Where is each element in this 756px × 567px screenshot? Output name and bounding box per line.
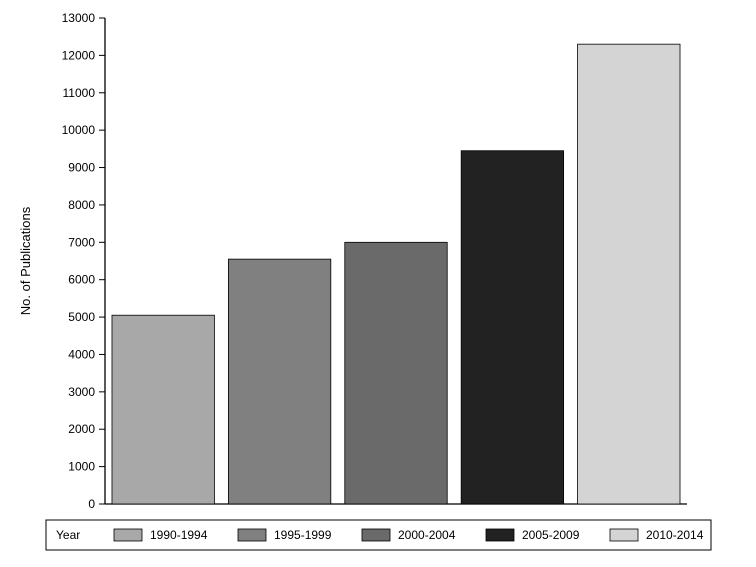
y-tick-label: 5000 [68,310,95,324]
legend-item-label: 2010-2014 [646,528,704,542]
bar [112,315,214,504]
legend-swatch [486,529,514,541]
y-tick-label: 3000 [68,385,95,399]
legend-item-label: 1990-1994 [150,528,208,542]
y-tick-label: 4000 [68,347,95,361]
legend-swatch [114,529,142,541]
y-tick-label: 2000 [68,422,95,436]
y-tick-label: 12000 [62,48,96,62]
legend-item-label: 1995-1999 [274,528,332,542]
legend-item-label: 2000-2004 [398,528,456,542]
y-tick-label: 1000 [68,460,95,474]
y-tick-label: 13000 [62,11,96,25]
y-tick-label: 11000 [63,86,96,100]
chart-svg: 0 1000 2000 3000 4000 5000 6000 7000 8000 9000 100… [0,0,756,567]
y-axis-label: No. of Publications [18,206,33,315]
y-tick-label: 10000 [62,123,96,137]
y-tick-label: 7000 [68,235,95,249]
y-tick-label: 8000 [68,198,95,212]
bar [461,151,563,504]
bar [228,259,330,504]
legend-swatch [362,529,390,541]
y-tick-label: 9000 [68,161,95,175]
publications-bar-chart: 0 1000 2000 3000 4000 5000 6000 7000 8000 9000 100… [0,0,756,567]
y-tick-label: 0 [88,497,95,511]
legend-title: Year [56,528,80,542]
legend-swatch [610,529,638,541]
legend-swatch [238,529,266,541]
bar [345,242,447,504]
bar [578,44,680,504]
legend-item-label: 2005-2009 [522,528,580,542]
y-tick-label: 6000 [68,273,95,287]
